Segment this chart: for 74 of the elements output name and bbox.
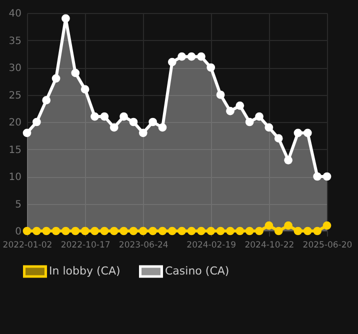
point xyxy=(264,123,274,132)
y-tick-label: 20 xyxy=(8,118,22,128)
legend-label: In lobby (CA) xyxy=(49,264,120,278)
point xyxy=(148,226,157,236)
x-tick-label: 2025-06-20 xyxy=(302,240,352,250)
point xyxy=(206,226,216,236)
legend-label: Casino (CA) xyxy=(165,264,230,278)
point xyxy=(158,123,167,132)
point xyxy=(236,226,244,236)
x-tick-label: 2024-02-19 xyxy=(186,240,236,250)
point xyxy=(197,226,206,236)
point xyxy=(313,226,322,236)
point xyxy=(216,90,225,99)
x-tick-label: 2022-01-02 xyxy=(2,240,52,250)
point xyxy=(294,226,302,236)
point xyxy=(80,226,90,236)
point xyxy=(100,112,109,121)
point xyxy=(52,74,60,83)
point xyxy=(226,226,234,236)
point xyxy=(255,226,264,236)
point xyxy=(303,226,312,236)
point xyxy=(129,118,138,126)
point xyxy=(120,112,128,121)
y-tick-label: 25 xyxy=(8,90,22,102)
point xyxy=(42,96,51,104)
point xyxy=(80,85,90,94)
y-tick-label: 5 xyxy=(15,199,22,210)
point xyxy=(138,226,148,236)
point xyxy=(129,226,138,236)
point xyxy=(32,226,41,236)
point xyxy=(216,226,225,236)
point xyxy=(168,58,176,66)
point xyxy=(264,221,274,230)
point xyxy=(71,226,80,236)
point xyxy=(62,226,70,236)
point xyxy=(206,63,216,72)
point xyxy=(32,118,41,126)
point xyxy=(322,221,332,230)
y-tick-label: 0 xyxy=(15,226,22,238)
y-tick-label: 10 xyxy=(8,172,22,183)
point xyxy=(90,226,99,236)
point xyxy=(245,226,254,236)
y-tick-label: 30 xyxy=(8,63,22,74)
x-tick-label: 2023-06-24 xyxy=(118,240,168,250)
point xyxy=(110,123,118,132)
y-tick-label: 15 xyxy=(8,144,22,156)
point xyxy=(22,128,32,138)
y-tick-label: 40 xyxy=(8,8,22,20)
x-tick-label: 2024-10-22 xyxy=(244,240,294,250)
point xyxy=(158,226,167,236)
point xyxy=(138,128,148,138)
point xyxy=(284,221,292,230)
point xyxy=(71,68,80,78)
point xyxy=(42,226,51,236)
point xyxy=(178,226,186,236)
point xyxy=(303,128,312,138)
point xyxy=(245,118,254,126)
point xyxy=(236,101,244,110)
point xyxy=(274,226,283,236)
point xyxy=(168,226,176,236)
point xyxy=(274,134,283,143)
point xyxy=(226,106,234,116)
point xyxy=(52,226,60,236)
point xyxy=(148,118,157,126)
point xyxy=(120,226,128,236)
point xyxy=(62,14,70,23)
y-tick-label: 35 xyxy=(8,36,22,47)
point xyxy=(110,226,118,236)
point xyxy=(187,226,196,236)
point xyxy=(100,226,109,236)
x-tick-label: 2022-10-17 xyxy=(60,240,110,250)
point xyxy=(255,112,264,121)
point xyxy=(197,52,206,61)
point xyxy=(22,226,32,236)
